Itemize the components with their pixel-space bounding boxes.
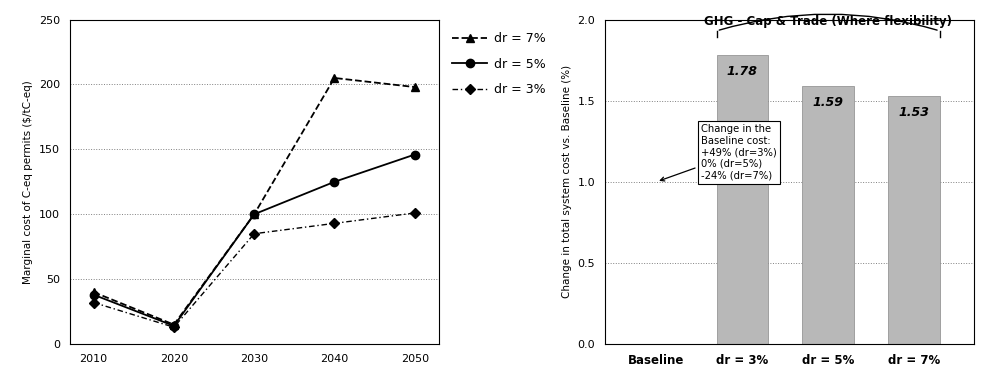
Y-axis label: Marginal cost of C-eq permits ($/tC-eq): Marginal cost of C-eq permits ($/tC-eq) <box>23 80 33 284</box>
dr = 3% <box>328 221 340 226</box>
dr = 5% <box>328 179 340 184</box>
Text: 1.53: 1.53 <box>899 106 929 118</box>
dr = 7% <box>248 212 260 217</box>
Text: GHG - Cap & Trade (Where flexibility): GHG - Cap & Trade (Where flexibility) <box>704 15 952 28</box>
Line: dr = 7%: dr = 7% <box>89 74 418 329</box>
dr = 3% <box>409 211 420 215</box>
Bar <box>889 96 939 344</box>
dr = 7% <box>87 290 99 294</box>
Text: 1.59: 1.59 <box>813 96 844 109</box>
Text: Change in the
Baseline cost:
+49% (dr=3%)
0% (dr=5%)
-24% (dr=7%): Change in the Baseline cost: +49% (dr=3%… <box>660 124 777 181</box>
dr = 3% <box>248 231 260 236</box>
dr = 5% <box>87 292 99 297</box>
Line: dr = 5%: dr = 5% <box>89 151 418 330</box>
Bar <box>717 55 768 344</box>
dr = 7% <box>409 85 420 90</box>
Bar <box>802 86 854 344</box>
Y-axis label: Change in total system cost vs. Baseline (%): Change in total system cost vs. Baseline… <box>562 65 572 298</box>
dr = 5% <box>248 212 260 217</box>
dr = 5% <box>168 324 180 328</box>
dr = 7% <box>328 75 340 80</box>
dr = 3% <box>168 325 180 330</box>
Text: 1.78: 1.78 <box>727 65 757 78</box>
dr = 3% <box>87 300 99 305</box>
Legend: dr = 7%, dr = 5%, dr = 3%: dr = 7%, dr = 5%, dr = 3% <box>452 32 546 96</box>
dr = 5% <box>409 152 420 157</box>
Line: dr = 3%: dr = 3% <box>90 210 418 331</box>
dr = 7% <box>168 322 180 327</box>
